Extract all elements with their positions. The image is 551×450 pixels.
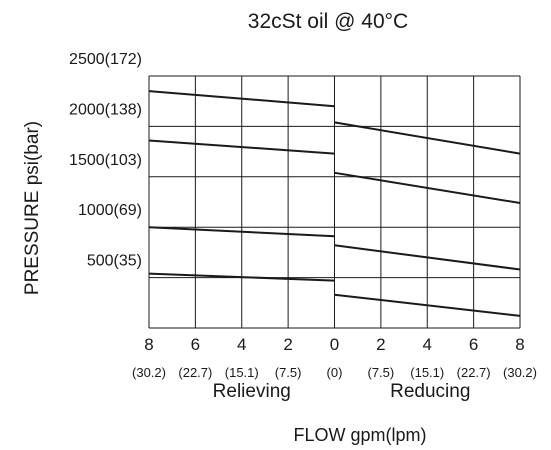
- x-tick-labels: 8 (30.2) 6 (22.7) 4 (15.1) 2 (7.5) 0 (0) 2 (7.5) 4 (1…: [132, 335, 537, 380]
- curve-relieving: [148, 90, 335, 108]
- y-tick-label: 1000(69): [78, 202, 142, 219]
- x-tick-label-gpm: 2: [376, 335, 385, 354]
- curve-relieving: [148, 272, 335, 282]
- chart-title: 32cSt oil @ 40°C: [248, 10, 408, 33]
- x-tick-label-lpm: (0): [327, 365, 343, 380]
- curve-relieving: [148, 226, 335, 238]
- y-tick-label: 2500(172): [69, 51, 142, 68]
- curve-reducing: [334, 244, 521, 271]
- x-tick-label-lpm: (22.7): [178, 365, 212, 380]
- y-tick-labels: 500(35) 1000(69) 1500(103) 2000(138) 2500(17…: [69, 51, 142, 270]
- x-tick-label-lpm: (15.1): [410, 365, 444, 380]
- y-tick-label: 500(35): [87, 253, 142, 270]
- x-tick-label-gpm: 6: [191, 335, 200, 354]
- curve-relieving: [148, 139, 335, 155]
- x-tick-label-gpm: 6: [469, 335, 478, 354]
- y-tick-label: 1500(103): [69, 152, 142, 169]
- x-tick-label-gpm: 0: [330, 335, 339, 354]
- y-tick-label: 2000(138): [69, 101, 142, 118]
- x-tick-label-gpm: 4: [237, 335, 246, 354]
- series-layer: [148, 90, 521, 317]
- x-tick-label-lpm: (7.5): [275, 365, 302, 380]
- x-tick-label-gpm: 2: [283, 335, 292, 354]
- curve-reducing: [334, 121, 521, 155]
- x-group-label: Relieving: [213, 381, 291, 402]
- x-tick-label-gpm: 4: [423, 335, 432, 354]
- grid-layer: [148, 75, 521, 329]
- x-axis-label: FLOW gpm(lpm): [293, 425, 426, 445]
- x-group-label: Reducing: [390, 381, 470, 402]
- curve-reducing: [334, 171, 521, 204]
- x-tick-label-lpm: (30.2): [132, 365, 166, 380]
- x-tick-label-lpm: (30.2): [503, 365, 537, 380]
- x-group-labels: Relieving Reducing: [213, 381, 471, 402]
- x-tick-label-gpm: 8: [515, 335, 524, 354]
- x-tick-label-lpm: (22.7): [457, 365, 491, 380]
- y-axis-label: PRESSURE psi(bar): [22, 121, 43, 295]
- x-tick-label-gpm: 8: [144, 335, 153, 354]
- x-tick-label-lpm: (15.1): [225, 365, 259, 380]
- curve-reducing: [334, 293, 521, 317]
- x-tick-label-lpm: (7.5): [368, 365, 395, 380]
